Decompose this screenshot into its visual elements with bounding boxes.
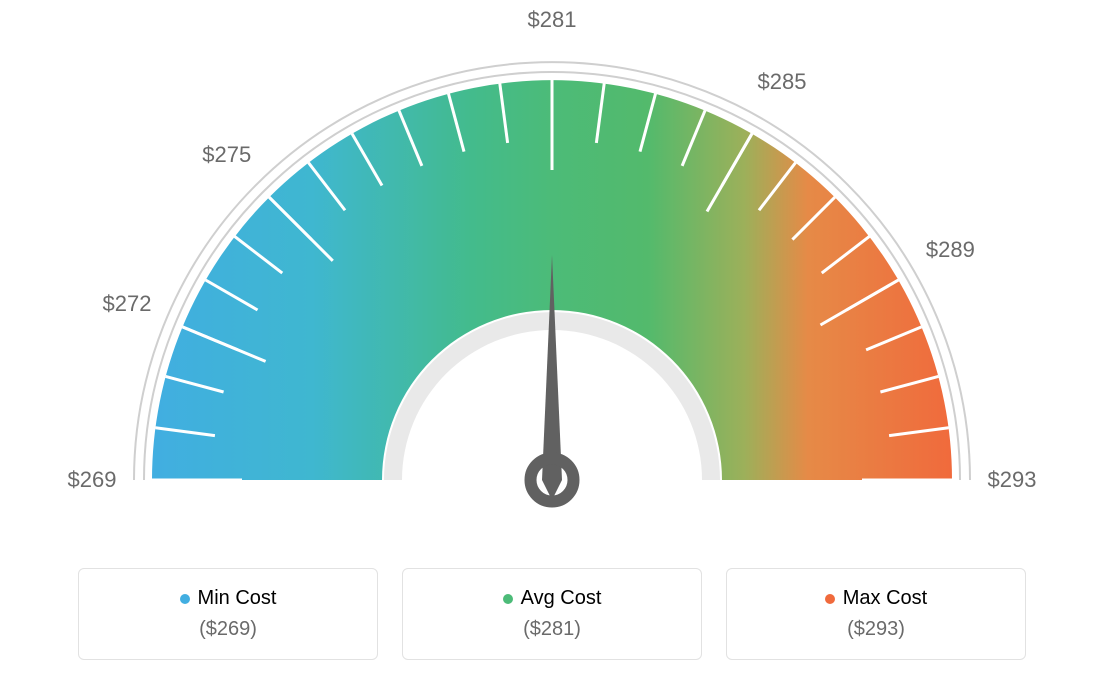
- gauge-tick-label: $289: [926, 237, 975, 263]
- legend-label-min: Min Cost: [198, 587, 277, 610]
- legend-card-avg: Avg Cost ($281): [402, 568, 702, 660]
- legend-dot-max: [825, 594, 835, 604]
- legend-value-min: ($269): [199, 618, 257, 641]
- legend-title-min: Min Cost: [180, 587, 277, 610]
- gauge-tick-label: $269: [68, 467, 117, 493]
- legend-value-max: ($293): [847, 618, 905, 641]
- legend-title-avg: Avg Cost: [503, 587, 602, 610]
- legend-dot-min: [180, 594, 190, 604]
- legend-card-min: Min Cost ($269): [78, 568, 378, 660]
- gauge-tick-label: $285: [758, 69, 807, 95]
- gauge-tick-label: $272: [103, 291, 152, 317]
- gauge-svg: [0, 0, 1104, 560]
- gauge-chart: $269 $272 $275 $281 $285 $289 $293: [0, 0, 1104, 560]
- legend-label-avg: Avg Cost: [521, 587, 602, 610]
- gauge-tick-label: $275: [202, 142, 251, 168]
- legend-dot-avg: [503, 594, 513, 604]
- legend-card-max: Max Cost ($293): [726, 568, 1026, 660]
- legend-title-max: Max Cost: [825, 587, 927, 610]
- gauge-tick-label: $293: [988, 467, 1037, 493]
- legend-value-avg: ($281): [523, 618, 581, 641]
- legend-label-max: Max Cost: [843, 587, 927, 610]
- gauge-tick-label: $281: [528, 7, 577, 33]
- legend: Min Cost ($269) Avg Cost ($281) Max Cost…: [0, 568, 1104, 660]
